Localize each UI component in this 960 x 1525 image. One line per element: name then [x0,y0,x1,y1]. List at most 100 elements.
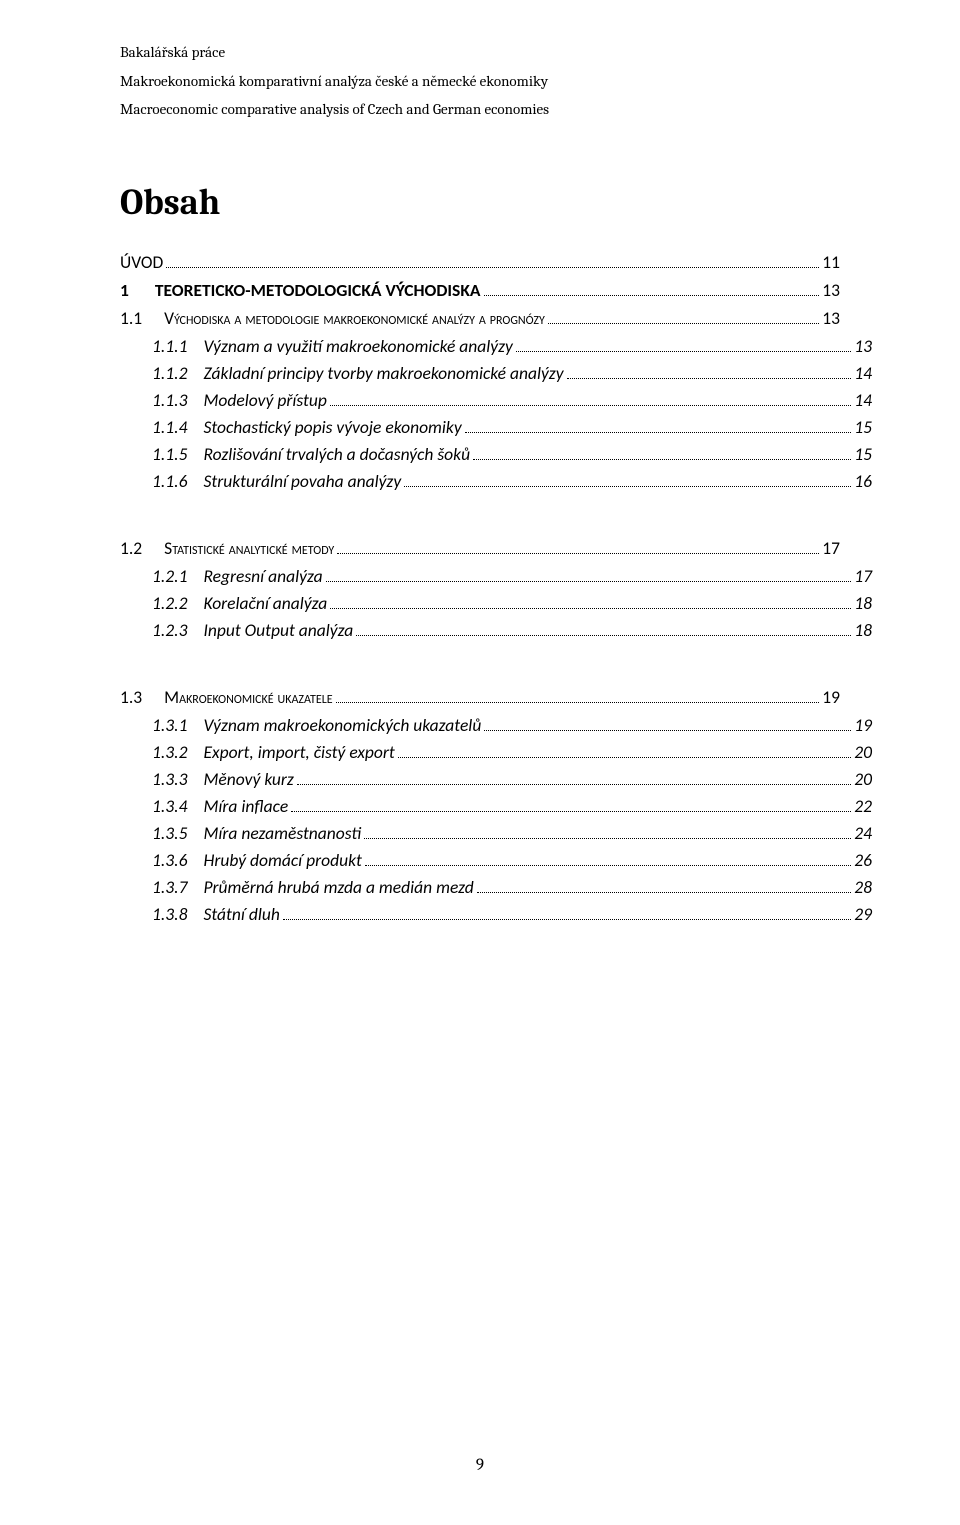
toc-num: 1.3.8 [152,903,187,925]
toc-entry-s114: 1.1.4 Stochastický popis vývoje ekonomik… [152,416,872,438]
header-line-3: Macroeconomic comparative analysis of Cz… [120,95,840,124]
toc-page: 22 [854,795,872,817]
toc-leader [404,471,851,487]
toc-num: 1.2 [120,537,142,559]
toc-page: 18 [854,619,872,641]
toc-leader [356,620,851,636]
toc-leader [465,417,852,433]
toc-leader [365,850,851,866]
toc-entry-uvod: ÚVOD 11 [120,251,840,273]
toc-entry-s137: 1.3.7 Průměrná hrubá mzda a medián mezd … [152,876,872,898]
toc-page: 19 [854,714,872,736]
toc-entry-s123: 1.2.3 Input Output analýza 18 [152,619,872,641]
toc-entry-s112: 1.1.2 Základní principy tvorby makroekon… [152,362,872,384]
table-of-contents: ÚVOD 11 1 TEORETICKO-METODOLOGICKÁ VÝCHO… [120,251,840,925]
toc-page: 16 [854,470,872,492]
toc-leader [336,687,820,703]
toc-leader [567,363,852,379]
toc-label: Státní dluh [203,903,279,925]
toc-leader [548,308,819,324]
toc-label: Význam a využití makroekonomické analýzy [203,335,512,357]
toc-label: Měnový kurz [203,768,293,790]
toc-page: 14 [854,362,872,384]
page-number: 9 [0,1456,960,1475]
toc-num: 1.3.6 [152,849,187,871]
page: Bakalářská práce Makroekonomická kompara… [0,0,960,1525]
toc-page: 20 [854,741,872,763]
toc-entry-s115: 1.1.5 Rozlišování trvalých a dočasných š… [152,443,872,465]
toc-leader [330,593,851,609]
toc-leader [364,823,851,839]
toc-num: 1.3.1 [152,714,187,736]
toc-entry-s138: 1.3.8 Státní dluh 29 [152,903,872,925]
toc-entry-ch1: 1 TEORETICKO-METODOLOGICKÁ VÝCHODISKA 13 [120,279,840,301]
toc-label: Rozlišování trvalých a dočasných šoků [203,443,470,465]
toc-label: Míra nezaměstnanosti [203,822,361,844]
toc-page: 17 [822,537,840,559]
toc-page: 11 [822,251,840,273]
toc-gap [120,646,840,680]
toc-page: 18 [854,592,872,614]
toc-page: 29 [854,903,872,925]
toc-page: 28 [854,876,872,898]
toc-leader [337,538,819,554]
toc-entry-s12: 1.2 Statistické analytické metody 17 [120,537,840,559]
toc-page: 13 [854,335,872,357]
toc-leader [516,336,851,352]
toc-num: 1.2.1 [152,565,187,587]
toc-num: 1.3.4 [152,795,187,817]
toc-label: Statistické analytické metody [164,537,334,559]
toc-page: 17 [854,565,872,587]
toc-entry-s133: 1.3.3 Měnový kurz 20 [152,768,872,790]
page-title: Obsah [120,182,840,223]
toc-leader [166,252,819,268]
toc-entry-s111: 1.1.1 Význam a využití makroekonomické a… [152,335,872,357]
toc-entry-s122: 1.2.2 Korelační analýza 18 [152,592,872,614]
header-line-2: Makroekonomická komparativní analýza čes… [120,67,840,96]
toc-page: 19 [822,686,840,708]
toc-page: 20 [854,768,872,790]
toc-num: 1 [120,279,129,301]
toc-label: Strukturální povaha analýzy [203,470,401,492]
toc-label: Korelační analýza [203,592,327,614]
toc-num: 1.2.3 [152,619,187,641]
toc-num: 1.1 [120,307,142,329]
toc-num: 1.1.3 [152,389,187,411]
toc-num: 1.3.3 [152,768,187,790]
toc-leader [330,390,851,406]
toc-entry-s136: 1.3.6 Hrubý domácí produkt 26 [152,849,872,871]
toc-label: TEORETICKO-METODOLOGICKÁ VÝCHODISKA [155,279,481,301]
running-header: Bakalářská práce Makroekonomická kompara… [120,38,840,124]
toc-gap [120,497,840,531]
toc-leader [473,444,851,460]
toc-num: 1.3.5 [152,822,187,844]
toc-page: 15 [854,416,872,438]
toc-num: 1.3.2 [152,741,187,763]
toc-entry-s131: 1.3.1 Význam makroekonomických ukazatelů… [152,714,872,736]
toc-leader [283,904,851,920]
toc-label: Hrubý domácí produkt [203,849,361,871]
toc-entry-s134: 1.3.4 Míra inflace 22 [152,795,872,817]
toc-leader [297,769,851,785]
toc-label: Export, import, čistý export [203,741,394,763]
toc-label: Základní principy tvorby makroekonomické… [203,362,563,384]
toc-label: Východiska a metodologie makroekonomické… [164,307,545,329]
toc-num: 1.1.5 [152,443,187,465]
toc-label: Průměrná hrubá mzda a medián mezd [203,876,473,898]
toc-leader [326,566,852,582]
toc-leader [484,280,820,296]
toc-page: 13 [822,307,840,329]
toc-entry-s121: 1.2.1 Regresní analýza 17 [152,565,872,587]
toc-page: 14 [854,389,872,411]
toc-leader [398,742,852,758]
toc-num: 1.3.7 [152,876,187,898]
toc-entry-s13: 1.3 Makroekonomické ukazatele 19 [120,686,840,708]
header-line-1: Bakalářská práce [120,38,840,67]
toc-entry-s132: 1.3.2 Export, import, čistý export 20 [152,741,872,763]
toc-num: 1.1.6 [152,470,187,492]
toc-leader [477,877,852,893]
toc-label: Input Output analýza [203,619,353,641]
toc-num: 1.2.2 [152,592,187,614]
toc-leader [291,796,851,812]
toc-entry-s135: 1.3.5 Míra nezaměstnanosti 24 [152,822,872,844]
